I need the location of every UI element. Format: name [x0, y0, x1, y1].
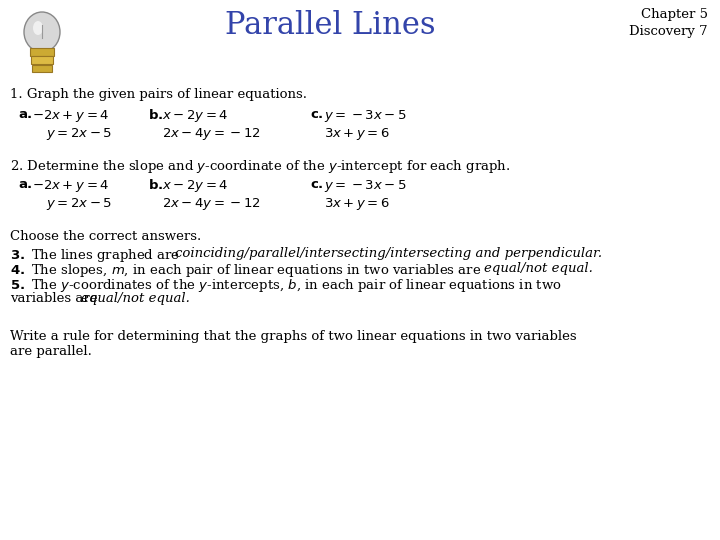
- Text: are parallel.: are parallel.: [10, 345, 92, 358]
- Bar: [30, 48, 54, 56]
- Text: $\mathbf{4.}$ The slopes, $m$, in each pair of linear equations in two variables: $\mathbf{4.}$ The slopes, $m$, in each p…: [10, 262, 482, 279]
- Text: $\mathbf{c.}$: $\mathbf{c.}$: [310, 108, 323, 121]
- Text: $\mathbf{3.}$ The lines graphed are: $\mathbf{3.}$ The lines graphed are: [10, 247, 181, 264]
- Text: $2x-4y=-12$: $2x-4y=-12$: [162, 126, 261, 142]
- Text: coinciding/parallel/intersecting/intersecting and perpendicular.: coinciding/parallel/intersecting/interse…: [175, 247, 602, 260]
- Text: Chapter 5
Discovery 7: Chapter 5 Discovery 7: [629, 8, 708, 38]
- Bar: [31, 56, 53, 64]
- Text: $x-2y=4$: $x-2y=4$: [162, 178, 229, 194]
- Text: 1. Graph the given pairs of linear equations.: 1. Graph the given pairs of linear equat…: [10, 88, 307, 101]
- Text: $-2x+y=4$: $-2x+y=4$: [32, 178, 109, 194]
- Text: $\mathbf{a.}$: $\mathbf{a.}$: [18, 178, 32, 191]
- Text: $y=2x-5$: $y=2x-5$: [46, 196, 112, 212]
- Text: 2. Determine the slope and $y$-coordinate of the $y$-intercept for each graph.: 2. Determine the slope and $y$-coordinat…: [10, 158, 510, 175]
- Text: Choose the correct answers.: Choose the correct answers.: [10, 230, 202, 243]
- Text: $3x+y=6$: $3x+y=6$: [324, 196, 390, 212]
- Ellipse shape: [24, 12, 60, 52]
- Text: $\mathbf{b.}$: $\mathbf{b.}$: [148, 178, 163, 192]
- Bar: [32, 65, 52, 72]
- Text: $x-2y=4$: $x-2y=4$: [162, 108, 229, 124]
- Text: Write a rule for determining that the graphs of two linear equations in two vari: Write a rule for determining that the gr…: [10, 330, 577, 343]
- Text: equal/not equal.: equal/not equal.: [81, 292, 190, 305]
- Text: $3x+y=6$: $3x+y=6$: [324, 126, 390, 142]
- Text: $\mathbf{a.}$: $\mathbf{a.}$: [18, 108, 32, 121]
- Text: $2x-4y=-12$: $2x-4y=-12$: [162, 196, 261, 212]
- Text: $y=-3x-5$: $y=-3x-5$: [324, 178, 407, 194]
- Text: Parallel Lines: Parallel Lines: [225, 10, 436, 41]
- Text: $y=-3x-5$: $y=-3x-5$: [324, 108, 407, 124]
- Text: $y=2x-5$: $y=2x-5$: [46, 126, 112, 142]
- Text: $-2x+y=4$: $-2x+y=4$: [32, 108, 109, 124]
- Text: variables are: variables are: [10, 292, 102, 305]
- Text: $\mathbf{c.}$: $\mathbf{c.}$: [310, 178, 323, 191]
- Text: $\mathbf{b.}$: $\mathbf{b.}$: [148, 108, 163, 122]
- Text: $\mathbf{5.}$ The $y$-coordinates of the $y$-intercepts, $b$, in each pair of li: $\mathbf{5.}$ The $y$-coordinates of the…: [10, 277, 562, 294]
- Text: equal/not equal.: equal/not equal.: [484, 262, 593, 275]
- Ellipse shape: [33, 21, 43, 35]
